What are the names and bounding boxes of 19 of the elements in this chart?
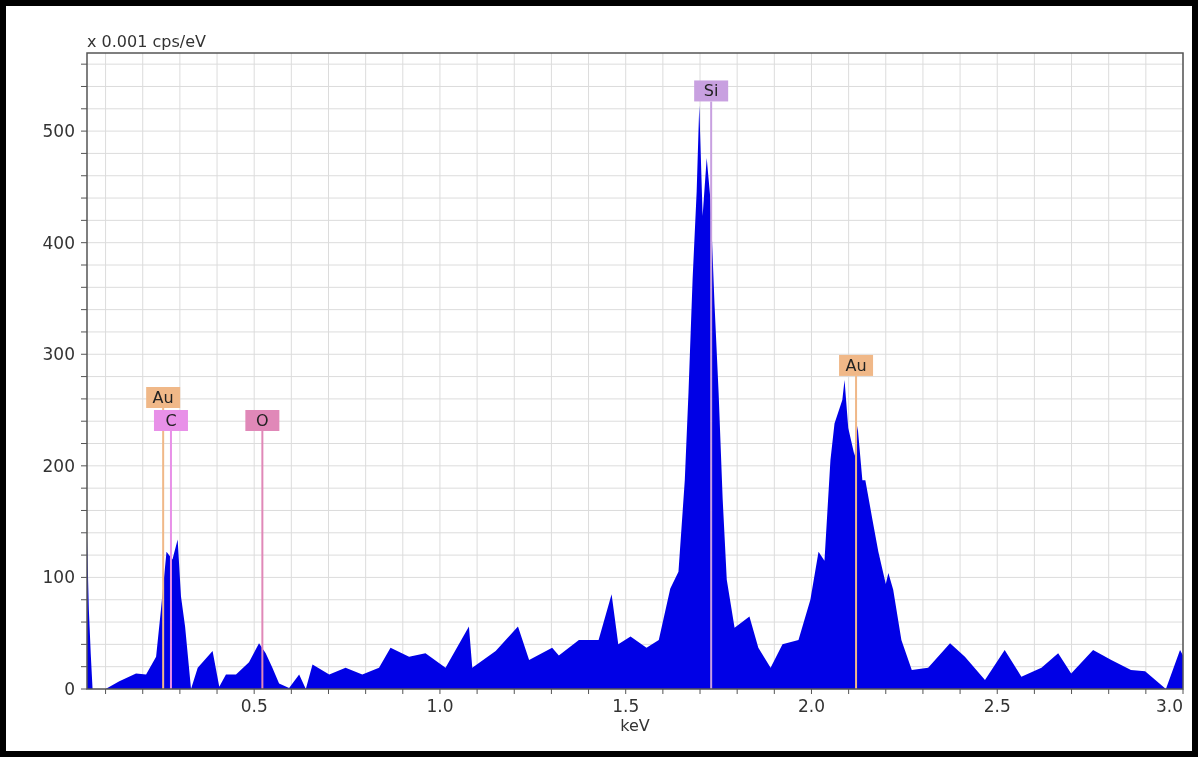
x-axis-title: keV bbox=[620, 716, 650, 735]
y-tick-label: 200 bbox=[42, 455, 75, 476]
x-tick-label: 2.0 bbox=[797, 696, 825, 716]
x-tick-label: 0.5 bbox=[240, 696, 268, 716]
y-tick-label: 400 bbox=[42, 232, 75, 253]
x-tick-label: 2.5 bbox=[983, 696, 1011, 716]
y-tick-label: 0 bbox=[64, 679, 75, 699]
y-tick-label: 100 bbox=[42, 567, 75, 588]
ref-line-label: Si bbox=[703, 81, 719, 101]
ref-line-label: C bbox=[165, 411, 177, 430]
y-axis-title: x 0.001 cps/eV bbox=[87, 32, 206, 51]
ref-line-label: Au bbox=[152, 388, 174, 407]
x-tick-label: 1.5 bbox=[612, 696, 640, 716]
y-tick-label: 300 bbox=[42, 344, 75, 365]
ref-line-label: O bbox=[256, 411, 269, 430]
x-tick-label: 3.0 bbox=[1155, 696, 1183, 716]
ref-line-label: Au bbox=[845, 355, 867, 375]
y-tick-label: 500 bbox=[42, 121, 75, 142]
x-tick-label: 1.0 bbox=[426, 696, 454, 716]
